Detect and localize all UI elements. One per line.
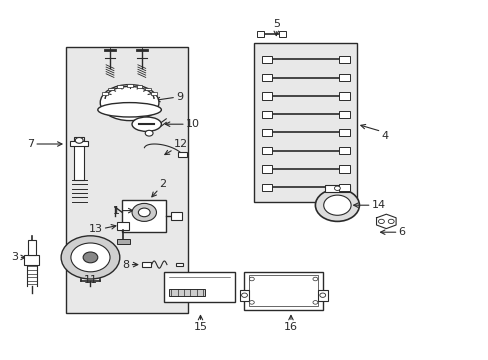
Bar	[244, 272, 322, 310]
Ellipse shape	[98, 103, 161, 117]
Bar	[278, 31, 285, 37]
Bar	[239, 290, 249, 301]
Bar	[261, 74, 272, 81]
Text: 2: 2	[159, 179, 166, 189]
Text: 6: 6	[398, 227, 405, 237]
Text: 11: 11	[83, 275, 97, 285]
Bar	[256, 31, 264, 37]
Circle shape	[378, 219, 384, 224]
Bar	[117, 85, 122, 88]
Bar	[338, 147, 349, 154]
Bar	[338, 165, 349, 172]
Bar	[261, 147, 272, 154]
Text: 8: 8	[122, 260, 129, 270]
Circle shape	[241, 293, 247, 297]
Circle shape	[334, 186, 340, 190]
Bar	[28, 240, 36, 255]
Bar	[74, 137, 84, 180]
Circle shape	[75, 138, 83, 143]
Bar	[117, 239, 129, 244]
Bar	[338, 111, 349, 118]
Ellipse shape	[100, 85, 159, 121]
Bar	[126, 84, 132, 87]
Bar	[338, 184, 349, 191]
Text: 14: 14	[371, 200, 385, 210]
Text: 12: 12	[173, 139, 187, 149]
Circle shape	[323, 195, 350, 215]
Bar	[142, 262, 150, 267]
Text: 5: 5	[272, 19, 279, 29]
Bar	[261, 56, 272, 63]
Bar	[66, 47, 188, 313]
Bar	[24, 255, 39, 265]
Circle shape	[61, 236, 120, 279]
Text: 10: 10	[185, 119, 200, 129]
Bar	[261, 184, 272, 191]
Bar	[168, 289, 205, 296]
Circle shape	[319, 293, 325, 297]
Bar	[122, 200, 166, 232]
Circle shape	[71, 243, 110, 272]
Bar	[176, 263, 183, 266]
Bar	[178, 152, 187, 157]
Ellipse shape	[132, 117, 161, 131]
Bar	[151, 92, 157, 95]
Text: 15: 15	[193, 322, 207, 332]
Bar	[261, 129, 272, 136]
Bar	[317, 290, 327, 301]
Text: 13: 13	[88, 224, 102, 234]
Bar	[70, 141, 88, 146]
Circle shape	[249, 277, 254, 281]
Circle shape	[83, 252, 98, 263]
Circle shape	[315, 189, 359, 221]
Text: 3: 3	[12, 252, 19, 262]
Text: 4: 4	[381, 131, 388, 141]
Circle shape	[132, 203, 156, 221]
Bar	[249, 275, 317, 306]
Bar	[145, 87, 151, 90]
Bar	[261, 165, 272, 172]
Bar	[254, 43, 356, 202]
Circle shape	[312, 301, 317, 304]
Bar	[338, 92, 349, 99]
Bar	[261, 92, 272, 99]
Circle shape	[145, 130, 153, 136]
Bar	[108, 87, 114, 90]
Text: 9: 9	[176, 92, 183, 102]
Bar	[171, 212, 182, 220]
Bar	[338, 129, 349, 136]
Bar	[117, 222, 129, 230]
Bar	[338, 56, 349, 63]
Circle shape	[387, 219, 393, 224]
Bar	[136, 85, 142, 88]
Bar	[338, 74, 349, 81]
Text: 16: 16	[284, 322, 297, 332]
Text: 7: 7	[27, 139, 34, 149]
Bar	[325, 185, 349, 192]
Bar	[102, 92, 108, 95]
Text: 1: 1	[113, 206, 120, 216]
Bar	[261, 111, 272, 118]
Bar	[163, 272, 234, 302]
Circle shape	[312, 277, 317, 281]
Circle shape	[138, 208, 150, 217]
Circle shape	[249, 301, 254, 304]
